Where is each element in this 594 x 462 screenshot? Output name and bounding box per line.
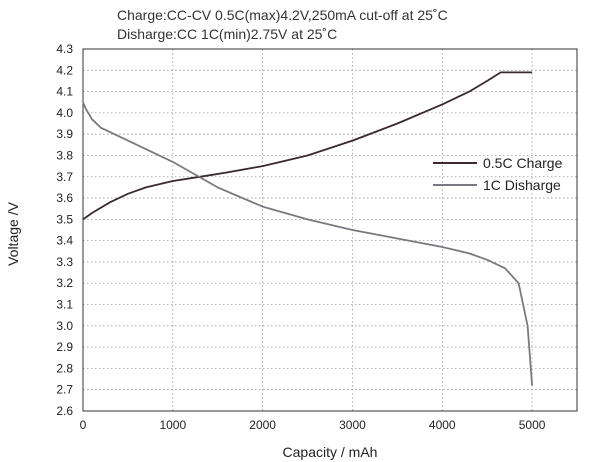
series-line-1 — [82, 71, 533, 221]
series-layer — [82, 71, 533, 386]
y-tick-label: 4.3 — [56, 42, 73, 56]
y-tick-label: 3.1 — [56, 298, 73, 312]
x-tick-label: 4000 — [429, 418, 456, 432]
grid-layer — [82, 48, 577, 412]
x-tick-label: 5000 — [519, 418, 546, 432]
x-axis-label: Capacity / mAh — [283, 444, 378, 460]
plot-frame — [82, 48, 578, 412]
series-line-2 — [82, 101, 533, 386]
y-tick-label: 2.6 — [56, 404, 73, 418]
y-tick-label: 2.8 — [56, 361, 73, 375]
y-tick-label: 3.9 — [56, 127, 73, 141]
y-tick-label: 3.7 — [56, 170, 73, 184]
x-tick-label: 3000 — [339, 418, 366, 432]
x-tick-labels: 0 1000 2000 3000 4000 5000 — [80, 418, 546, 432]
y-tick-label: 3.5 — [56, 212, 73, 226]
y-tick-label: 3.2 — [56, 276, 73, 290]
y-tick-label: 3.6 — [56, 191, 73, 205]
x-tick-label: 1000 — [159, 418, 186, 432]
y-tick-label: 3.4 — [56, 234, 73, 248]
y-tick-label: 3.8 — [56, 148, 73, 162]
y-tick-labels: 2.6 2.7 2.8 2.9 3.0 3.1 3.2 3.3 3.4 3.5 3.6 3.7 3.8 3… — [56, 42, 73, 418]
chart-title-line-2: Disharge:CC 1C(min)2.75V at 25˚C — [117, 26, 338, 42]
y-tick-label: 3.3 — [56, 255, 73, 269]
y-tick-label: 3.0 — [56, 319, 73, 333]
x-tick-label: 0 — [80, 418, 87, 432]
y-tick-label: 4.0 — [56, 106, 73, 120]
y-tick-label: 2.7 — [56, 383, 73, 397]
legend-label-1: 0.5C Charge — [483, 155, 563, 171]
y-axis-label: Voltage /V — [5, 201, 21, 265]
legend-label-2: 1C Disharge — [483, 177, 561, 193]
y-tick-label: 4.2 — [56, 63, 73, 77]
x-tick-label: 2000 — [249, 418, 276, 432]
chart-title-line-1: Charge:CC-CV 0.5C(max)4.2V,250mA cut-off… — [117, 7, 448, 23]
chart-title: Charge:CC-CV 0.5C(max)4.2V,250mA cut-off… — [117, 6, 448, 44]
y-tick-label: 4.1 — [56, 85, 73, 99]
legend: 0.5C Charge 1C Disharge — [433, 155, 563, 193]
y-tick-label: 2.9 — [56, 340, 73, 354]
